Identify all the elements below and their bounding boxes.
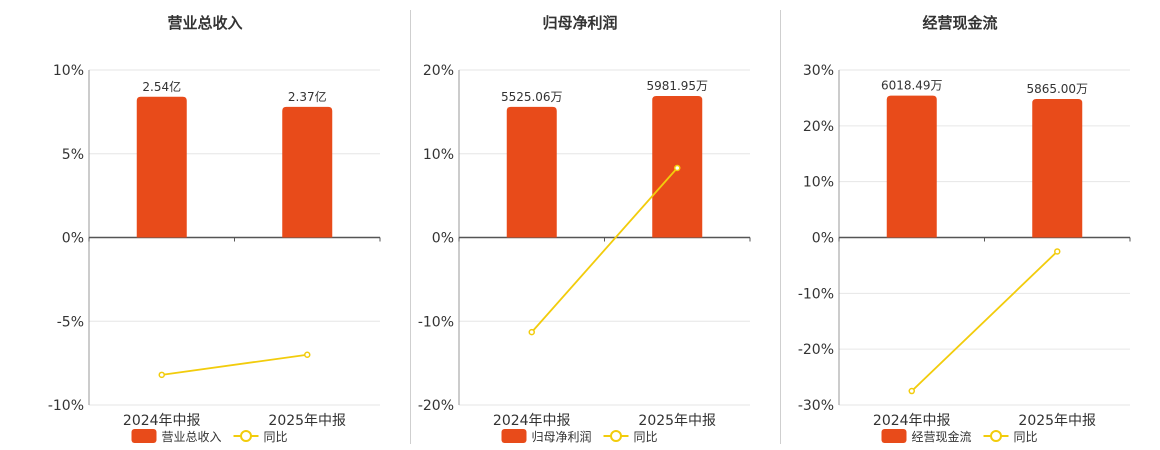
y-tick-label: 10% xyxy=(803,175,834,191)
panel-divider xyxy=(410,10,411,444)
yoy-point xyxy=(158,371,165,379)
y-tick-label: -10% xyxy=(48,398,84,414)
y-tick-label: -30% xyxy=(798,398,834,414)
yoy-point xyxy=(674,164,681,172)
bar xyxy=(136,96,187,238)
yoy-point xyxy=(908,387,915,395)
bar-value-label: 5865.00万 xyxy=(1026,82,1088,96)
y-tick-label: 30% xyxy=(803,63,834,79)
y-tick-label: 20% xyxy=(803,119,834,135)
panel-divider xyxy=(780,10,781,444)
y-tick-label: 0% xyxy=(812,231,834,247)
chart-title: 经营现金流 xyxy=(922,14,998,32)
yoy-line xyxy=(161,353,308,376)
x-tick-label: 2024年中报 xyxy=(873,413,951,429)
yoy-line xyxy=(911,250,1058,392)
y-tick-label: 20% xyxy=(423,63,454,79)
y-tick-label: -20% xyxy=(798,342,834,358)
chart-svg: 20% 10% 0% -10% -20% 5525.06万 5981.95万 2024年中报 2… xyxy=(418,63,751,444)
y-tick-label: 0% xyxy=(62,231,84,247)
y-tick-label: -5% xyxy=(57,314,84,330)
y-tick-label: -20% xyxy=(418,398,454,414)
chart-svg: 10% 5% 0% -5% -10% 2.54亿 2.37亿 2024年中报 2025年中报营业… xyxy=(48,63,381,444)
bar-value-label: 5525.06万 xyxy=(501,90,563,104)
legend-label: 归母净利润 xyxy=(532,430,592,444)
yoy-point xyxy=(1054,248,1061,255)
legend-label: 经营现金流 xyxy=(912,429,972,444)
x-tick-label: 2025年中报 xyxy=(268,413,346,429)
legend-bar-swatch xyxy=(131,429,157,443)
x-tick-label: 2024年中报 xyxy=(123,413,201,429)
bar xyxy=(886,95,937,238)
bar-value-label: 2.37亿 xyxy=(288,89,327,104)
bar xyxy=(506,106,557,238)
legend-label: 同比 xyxy=(264,430,288,444)
legend-label: 同比 xyxy=(1014,430,1038,444)
yoy-line xyxy=(531,167,678,333)
legend-line-marker xyxy=(240,430,252,442)
y-tick-label: 10% xyxy=(423,147,454,163)
legend-label: 营业总收入 xyxy=(162,430,222,444)
y-tick-label: 10% xyxy=(53,63,84,79)
chart-panel-net-profit: 归母净利润 20% 10% 0% -10% -20% 5525.06万 5981.95万 20… xyxy=(380,0,780,450)
x-tick-label: 2025年中报 xyxy=(638,413,716,429)
chart-panel-revenue: 营业总收入 10% 5% 0% -5% -10% 2.54亿 2.37亿 2024年中报 202… xyxy=(0,0,410,450)
y-tick-label: 5% xyxy=(62,147,84,163)
chart-title: 归母净利润 xyxy=(542,14,618,32)
chart-panel-cash-flow: 经营现金流 30% 20% 10% 0% -10% -20% -30% 6018.49万 586… xyxy=(760,0,1160,450)
legend-line-marker xyxy=(990,430,1002,442)
y-tick-label: 0% xyxy=(432,231,454,247)
chart-svg: 30% 20% 10% 0% -10% -20% -30% 6018.49万 5865.00万 2… xyxy=(798,63,1131,444)
chart-title: 营业总收入 xyxy=(167,14,243,32)
y-tick-label: -10% xyxy=(798,286,834,302)
x-tick-label: 2024年中报 xyxy=(493,413,571,429)
yoy-point xyxy=(528,328,535,336)
bar-value-label: 5981.95万 xyxy=(646,79,708,93)
y-tick-label: -10% xyxy=(418,314,454,330)
bar xyxy=(1032,99,1083,238)
yoy-point xyxy=(304,351,311,358)
legend-bar-swatch xyxy=(881,429,907,443)
legend-bar-swatch xyxy=(501,429,527,443)
x-tick-label: 2025年中报 xyxy=(1018,413,1096,429)
bar xyxy=(282,106,333,238)
legend-label: 同比 xyxy=(634,430,658,444)
legend-line-marker xyxy=(610,430,622,442)
bar-value-label: 6018.49万 xyxy=(881,79,943,93)
bar-value-label: 2.54亿 xyxy=(142,79,181,94)
